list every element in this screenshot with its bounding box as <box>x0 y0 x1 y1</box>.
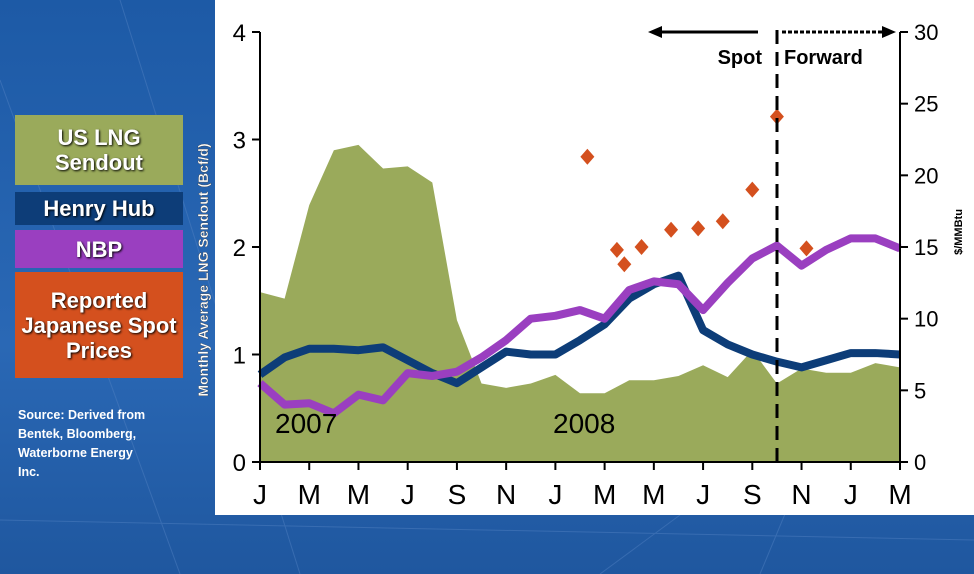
x-tick-label: N <box>791 479 811 510</box>
y-tick-label: 2 <box>233 235 246 262</box>
legend-entry: Reported Japanese Spot Prices <box>15 272 183 378</box>
legend-entry: US LNG Sendout <box>15 115 183 185</box>
point <box>745 181 760 198</box>
annotation: Forward <box>784 47 863 69</box>
annotation: Spot <box>718 47 763 69</box>
point <box>664 221 679 238</box>
source-note: Source: Derived from Bentek, Bloomberg, … <box>18 408 146 479</box>
y2-tick-label: 30 <box>914 20 938 45</box>
x-tick-label: M <box>347 479 370 510</box>
point <box>769 108 784 125</box>
point <box>609 241 624 258</box>
x-tick-label: J <box>844 479 858 510</box>
point <box>617 256 632 273</box>
forward-arrowhead <box>882 26 896 38</box>
y2-tick-label: 10 <box>914 307 938 332</box>
annotation: 2007 <box>275 408 337 439</box>
legend-entry: Henry Hub <box>15 192 183 225</box>
annotation: 2008 <box>553 408 615 439</box>
line <box>257 234 902 418</box>
line <box>257 271 901 388</box>
point <box>799 240 814 257</box>
y2-axis-title: $/MMBtu <box>953 209 965 255</box>
x-tick-label: S <box>743 479 762 510</box>
y-tick-label: 0 <box>233 450 246 477</box>
y2-tick-label: 15 <box>914 235 938 260</box>
x-tick-label: J <box>401 479 415 510</box>
y-tick-label: 4 <box>233 20 246 47</box>
legend-entry: NBP <box>15 230 183 268</box>
x-tick-label: J <box>548 479 562 510</box>
area <box>260 144 900 462</box>
x-tick-label: J <box>253 479 267 510</box>
spot-arrowhead <box>648 26 662 38</box>
point <box>715 213 730 230</box>
y2-tick-label: 0 <box>914 450 926 475</box>
y-tick-label: 3 <box>233 128 246 155</box>
x-tick-label: M <box>593 479 616 510</box>
y2-tick-label: 25 <box>914 92 938 117</box>
x-tick-label: M <box>298 479 321 510</box>
x-tick-label: J <box>696 479 710 510</box>
y-tick-label: 1 <box>233 343 246 370</box>
point <box>691 220 706 237</box>
point <box>580 148 595 165</box>
point <box>634 239 649 255</box>
y2-tick-label: 5 <box>914 378 926 403</box>
y-axis-title: Monthly Average LNG Sendout (Bcf/d) <box>195 143 211 396</box>
y2-tick-label: 20 <box>914 163 938 188</box>
x-tick-label: N <box>496 479 516 510</box>
x-tick-label: M <box>888 479 911 510</box>
x-tick-label: M <box>642 479 665 510</box>
x-tick-label: S <box>448 479 467 510</box>
